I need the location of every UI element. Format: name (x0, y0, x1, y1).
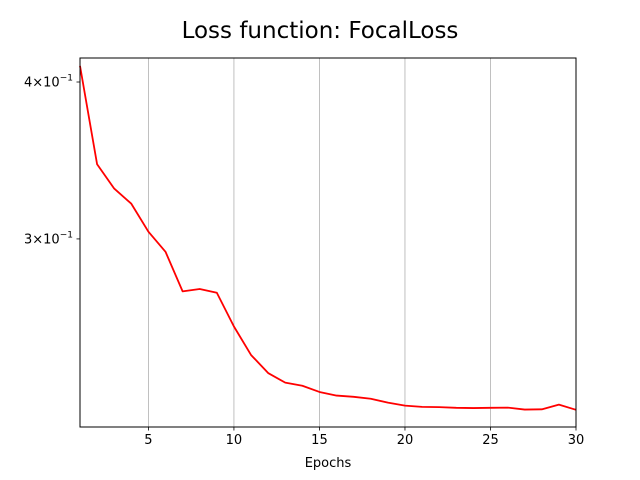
x-axis-label: Epochs (305, 456, 352, 471)
y-tick-label-base: 4×10 (24, 76, 60, 91)
x-tick-layer: 5 10 15 20 25 30 (144, 427, 584, 448)
grid-layer (148, 58, 491, 427)
series-line (79, 65, 577, 411)
x-tick-label: 20 (397, 433, 414, 448)
x-tick-label: 25 (482, 433, 499, 448)
x-tick-label: 5 (144, 433, 152, 448)
x-tick-label: 10 (226, 433, 243, 448)
x-tick-label: 15 (311, 433, 328, 448)
y-tick-label-exponent: −1 (60, 74, 73, 84)
y-tick-label-base: 3×10 (24, 232, 60, 247)
y-tick-label: 3×10−1 (24, 230, 73, 247)
y-tick-layer: 4×10−13×10−1 (24, 74, 80, 247)
y-tick-label-exponent: −1 (60, 230, 73, 240)
series-layer (79, 65, 577, 411)
y-tick-label: 4×10−1 (24, 74, 73, 91)
x-tick-label: 30 (568, 433, 585, 448)
plot-frame (79, 57, 577, 428)
chart-title: Loss function: FocalLoss (181, 18, 459, 44)
